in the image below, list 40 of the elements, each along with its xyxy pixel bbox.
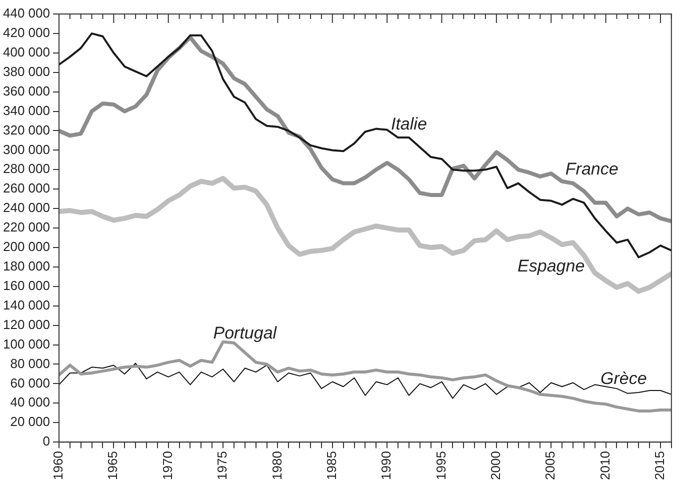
x-tick-label: 1995 bbox=[433, 451, 448, 480]
series-label: Grèce bbox=[600, 369, 647, 388]
series-label: Espagne bbox=[518, 256, 585, 276]
x-tick-label: 1960 bbox=[50, 451, 66, 480]
y-tick-label: 120 000 bbox=[2, 316, 50, 332]
y-tick-label: 280 000 bbox=[2, 161, 50, 176]
series-label: Italie bbox=[390, 114, 427, 134]
y-tick-label: 300 000 bbox=[2, 142, 50, 157]
y-tick-label: 340 000 bbox=[2, 102, 50, 118]
x-tick-label: 1990 bbox=[378, 451, 394, 480]
y-tick-label: 20 000 bbox=[10, 414, 50, 430]
x-tick-label: 1970 bbox=[160, 451, 175, 480]
y-tick-label: 140 000 bbox=[2, 297, 50, 312]
x-tick-label: 2015 bbox=[652, 451, 668, 480]
x-tick-label: 1980 bbox=[269, 451, 284, 480]
series-label: Portugal bbox=[213, 323, 278, 342]
y-tick-label: 360 000 bbox=[2, 83, 50, 98]
x-tick-label: 1985 bbox=[324, 451, 339, 480]
y-tick-label: 160 000 bbox=[2, 278, 50, 293]
y-tick-label: 80 000 bbox=[10, 356, 50, 371]
series-label: France bbox=[565, 159, 618, 178]
y-tick-label: 220 000 bbox=[2, 220, 50, 235]
y-tick-label: 400 000 bbox=[2, 44, 50, 60]
y-tick-label: 60 000 bbox=[10, 375, 50, 390]
y-tick-label: 40 000 bbox=[10, 394, 50, 410]
y-tick-label: 320 000 bbox=[2, 122, 50, 138]
x-tick-label: 2005 bbox=[542, 451, 558, 480]
y-tick-label: 100 000 bbox=[2, 336, 50, 352]
x-tick-label: 1975 bbox=[214, 451, 230, 480]
y-tick-label: 440 000 bbox=[2, 6, 50, 21]
y-tick-label: 200 000 bbox=[2, 239, 50, 254]
y-tick-label: 0 bbox=[42, 434, 50, 449]
y-tick-label: 380 000 bbox=[2, 64, 50, 79]
x-tick-label: 2000 bbox=[488, 451, 504, 480]
x-tick-label: 1965 bbox=[105, 451, 120, 480]
x-tick-label: 2010 bbox=[597, 451, 612, 480]
y-tick-label: 420 000 bbox=[2, 25, 50, 40]
y-tick-label: 240 000 bbox=[2, 200, 50, 216]
y-tick-label: 180 000 bbox=[2, 258, 50, 274]
y-tick-label: 260 000 bbox=[2, 180, 50, 196]
